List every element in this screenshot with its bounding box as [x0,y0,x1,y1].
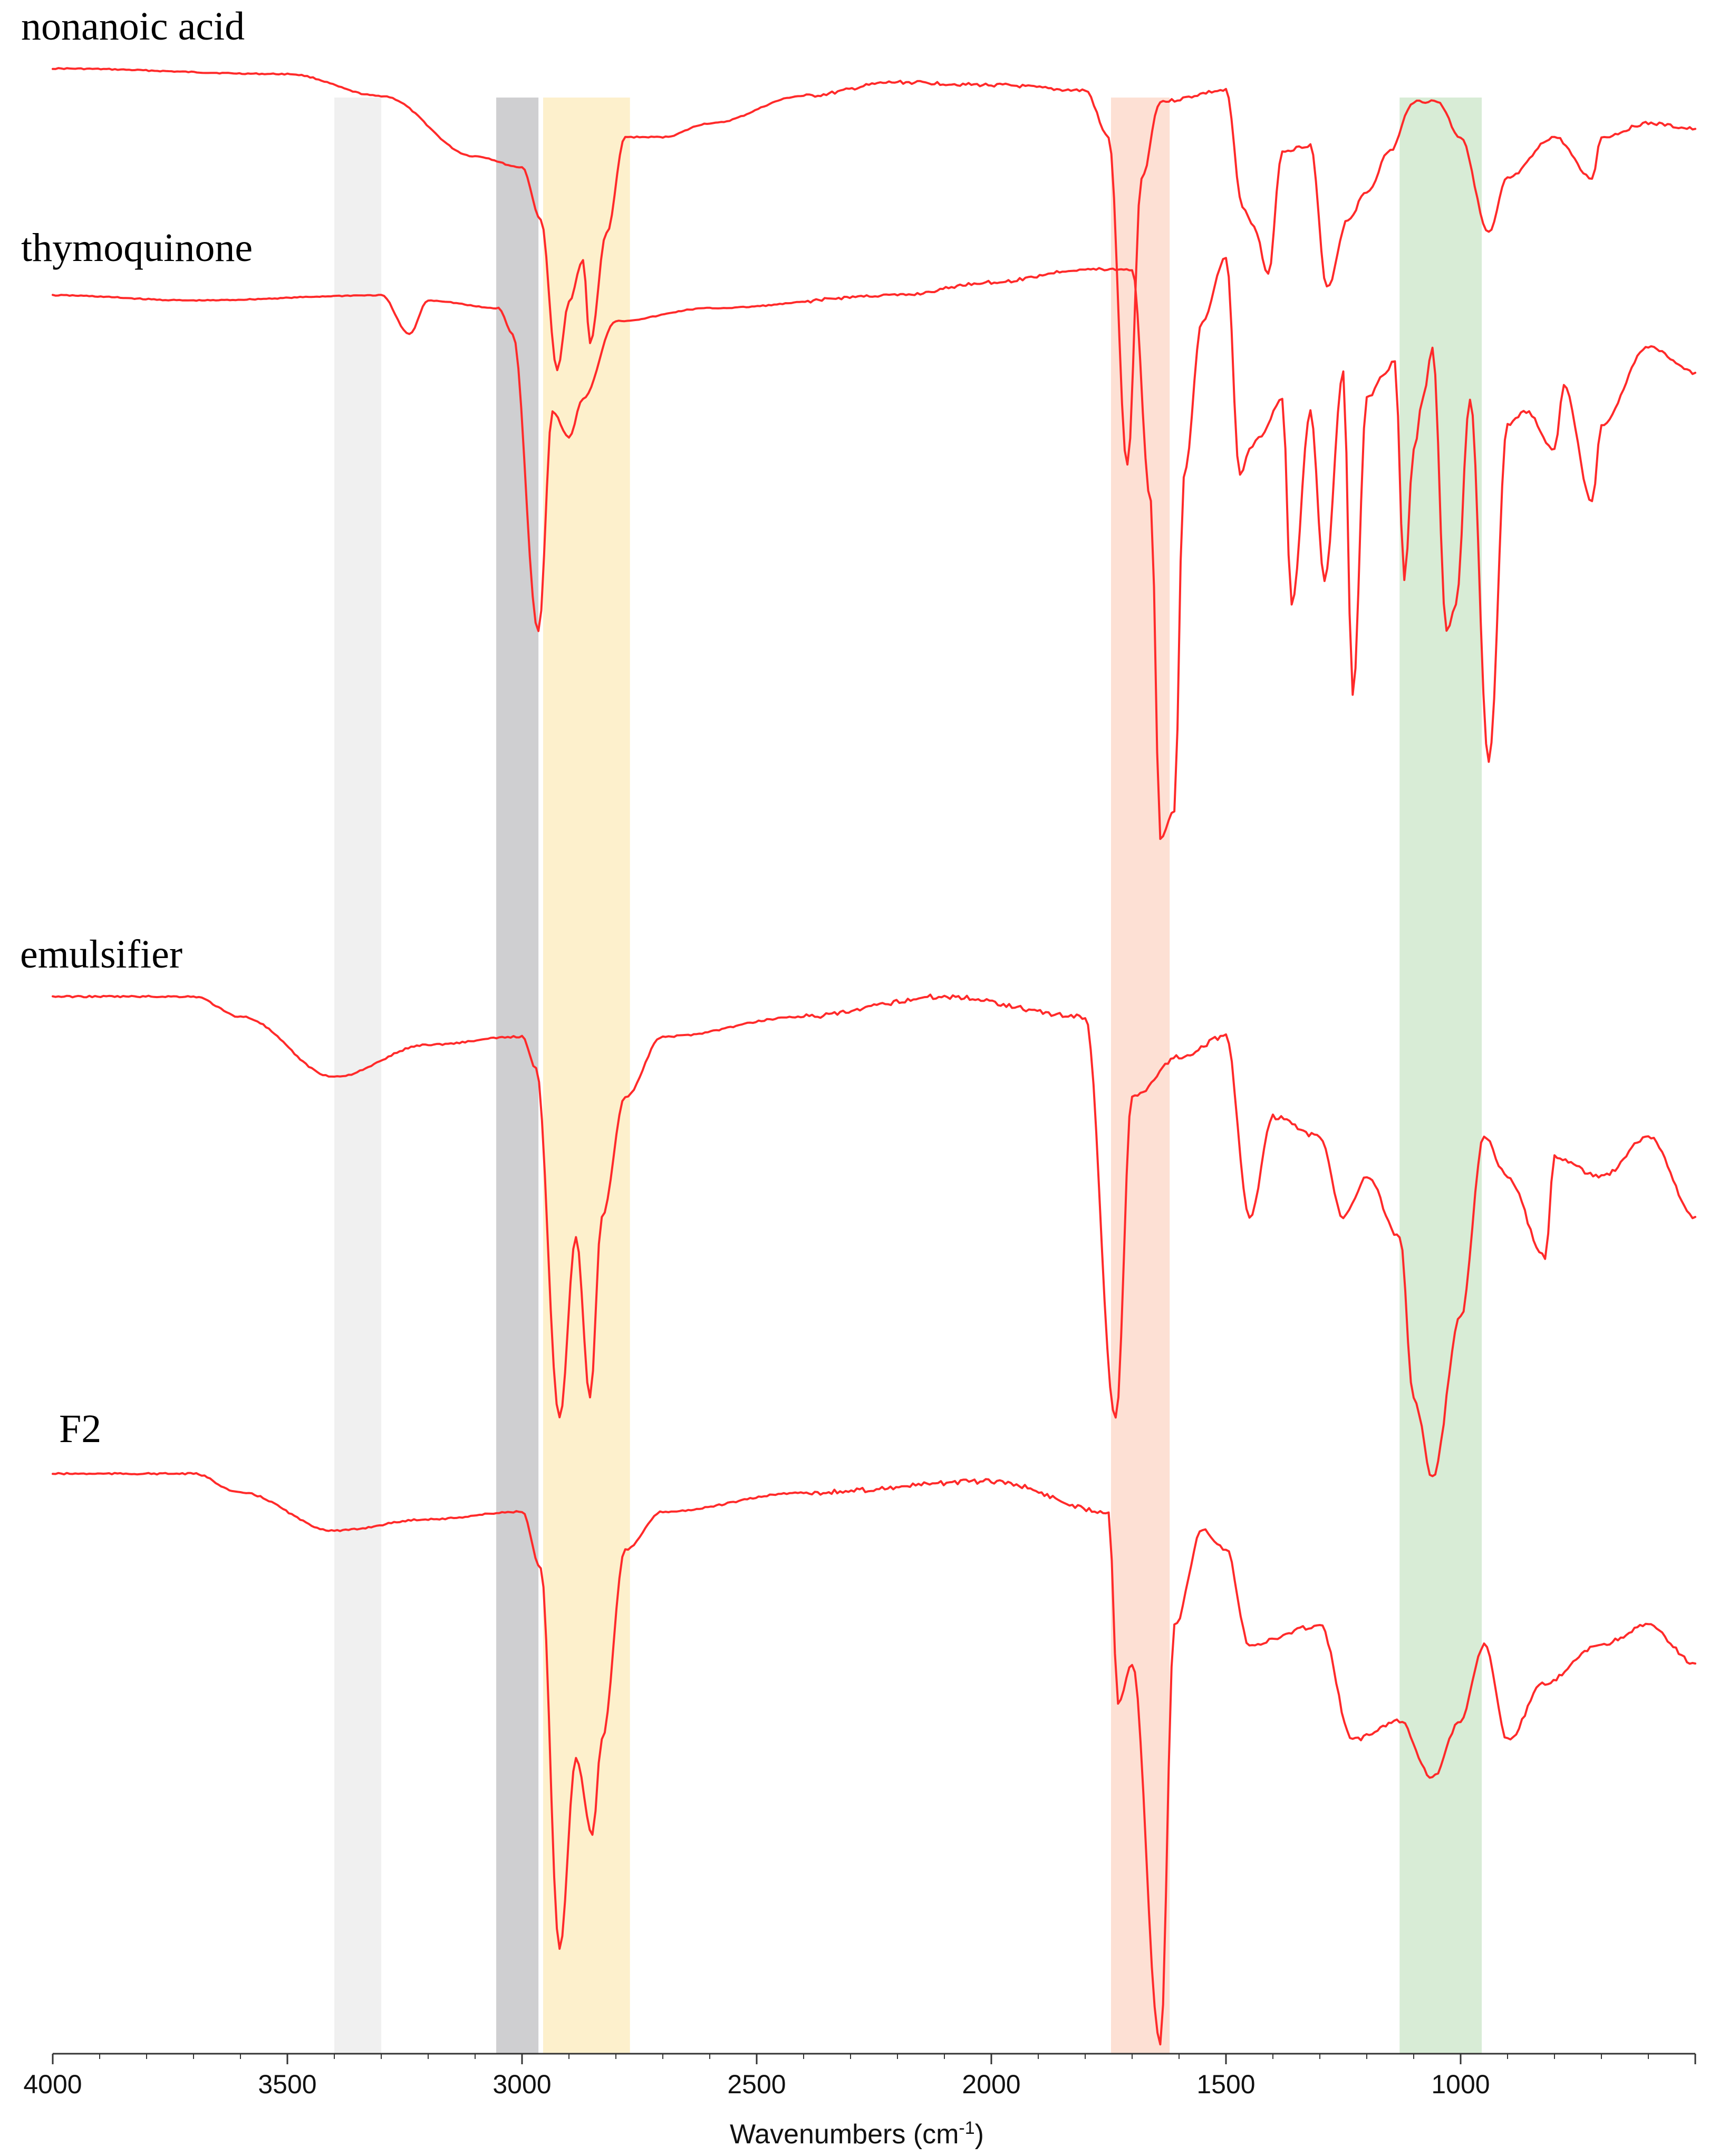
series-labels: nonanoic acid thymoquinone emulsifier F2 [20,4,253,1451]
spectrum-line-nonanoic-acid [52,67,1696,466]
highlight-band-2 [543,98,630,2054]
highlight-bands [334,98,1482,2054]
series-label-emulsifier: emulsifier [20,932,182,977]
x-tick-label-2500: 2500 [727,2070,786,2099]
series-label-f2: F2 [59,1407,101,1451]
series-label-nonanoic-acid: nonanoic acid [21,4,245,49]
highlight-band-1 [496,98,539,2054]
x-tick-label-3000: 3000 [492,2070,551,2099]
x-tick-label-4000: 4000 [23,2070,82,2099]
x-tick-label-1000: 1000 [1431,2070,1490,2099]
spectrum-line-emulsifier [52,993,1696,1477]
spectra-series [52,67,1696,2046]
x-tick-label-3500: 3500 [258,2070,316,2099]
x-axis: 4000 3500 3000 2500 2000 1500 1000 [23,2053,1696,2099]
x-tick-label-1500: 1500 [1196,2070,1255,2099]
x-axis-title: Wavenumbers (cm-1) [730,2118,984,2150]
x-tick-label-2000: 2000 [962,2070,1020,2099]
highlight-band-3 [1110,98,1170,2054]
spectrum-line-thymoquinone [52,257,1696,840]
highlight-band-4 [1399,98,1482,2054]
series-label-thymoquinone: thymoquinone [21,226,253,270]
spectrum-line-f2 [52,1472,1696,2046]
